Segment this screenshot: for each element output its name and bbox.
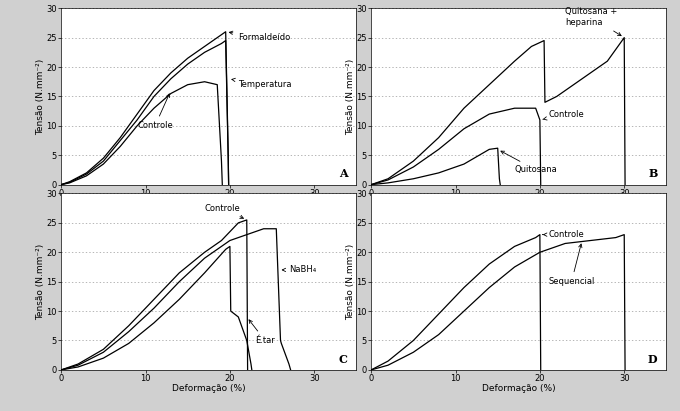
X-axis label: Deformação (%): Deformação (%) xyxy=(172,199,245,208)
Text: Sequencial: Sequencial xyxy=(548,244,595,286)
Y-axis label: Tensão (N.mm⁻²): Tensão (N.mm⁻²) xyxy=(346,58,355,134)
Text: D: D xyxy=(648,353,658,365)
Text: A: A xyxy=(339,169,347,179)
Text: Formaldeído: Formaldeído xyxy=(229,31,290,42)
Text: Controle: Controle xyxy=(205,204,243,218)
Text: É.tar: É.tar xyxy=(249,320,275,345)
Y-axis label: Tensão (N.mm⁻²): Tensão (N.mm⁻²) xyxy=(36,58,45,134)
Text: Controle: Controle xyxy=(543,110,584,120)
X-axis label: Deformação (%): Deformação (%) xyxy=(482,199,556,208)
Text: Controle: Controle xyxy=(543,230,584,239)
Text: B: B xyxy=(648,169,658,179)
Text: C: C xyxy=(339,353,347,365)
Text: Quitosana: Quitosana xyxy=(501,151,558,174)
Text: Temperatura: Temperatura xyxy=(232,78,292,89)
Text: Quitosana +
heparina: Quitosana + heparina xyxy=(565,7,621,36)
Y-axis label: Tensão (N.mm⁻²): Tensão (N.mm⁻²) xyxy=(346,244,355,320)
X-axis label: Deformação (%): Deformação (%) xyxy=(172,384,245,393)
Text: NaBH₄: NaBH₄ xyxy=(282,266,316,275)
X-axis label: Deformação (%): Deformação (%) xyxy=(482,384,556,393)
Text: Controle: Controle xyxy=(137,94,173,130)
Y-axis label: Tensão (N.mm⁻²): Tensão (N.mm⁻²) xyxy=(36,244,45,320)
